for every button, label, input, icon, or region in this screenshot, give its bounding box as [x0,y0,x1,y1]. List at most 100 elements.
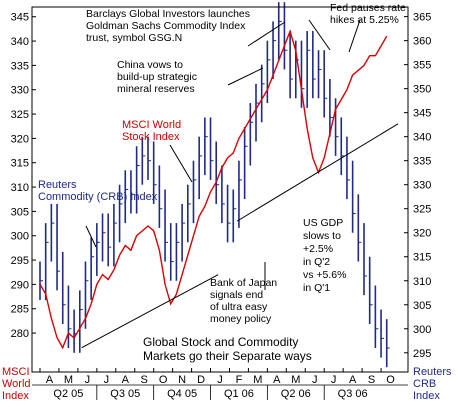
left-tick-label: 335 [11,60,29,72]
right-tick-label: 315 [413,252,431,264]
chart-title: Global Stock and Commodity Markets go the… [143,335,312,363]
x-month-label: A [122,374,130,386]
upper-trend-line [236,123,399,222]
china-pointer [227,67,264,86]
left-tick-label: 300 [11,231,29,243]
x-month-label: D [197,374,205,386]
right-tick-label: 345 [413,108,431,120]
annotation-usgdp: US GDP [303,217,343,229]
x-month-label: M [291,374,300,386]
x-month-label: A [46,374,54,386]
x-month-label: O [386,374,395,386]
crb-bars-group [39,2,390,368]
right-tick-label: 340 [413,132,431,144]
msci-label-pointer [169,144,193,183]
annotation-boj: signals end [210,289,263,301]
annotation-fed: Fed pauses rate [330,2,406,14]
fed-pointer [308,19,331,51]
x-quarter-label: Q3 05 [110,388,140,400]
left-tick-label: 280 [11,328,29,340]
right-tick-label: 355 [413,60,431,72]
annotations-group: Barclays Global Investors launchesGoldma… [38,2,406,363]
x-quarter-label: Q4 05 [167,388,197,400]
right-tick-label: 300 [413,324,431,336]
left-axis-title: MSCI [2,366,30,378]
right-axis-title: CRB [413,378,436,390]
annotation-crb-label: Reuters [38,179,77,191]
crb-label-pointer [85,225,97,248]
annotation-gsg: Goldman Sachs Commodity Index [86,20,246,32]
annotation-gsg: trust, symbol GSG.N [86,32,182,44]
left-tick-label: 345 [11,12,29,24]
right-axis-ticks: 295 300 305 310 315 320 325 330 335 340 345 350 355 3… [404,12,452,402]
annotation-usgdp: +2.5% [303,243,333,255]
annotation-boj: Bank of Japan [210,277,277,289]
x-month-label: J [331,374,337,386]
x-month-label: A [273,374,281,386]
annotation-usgdp: slows to [303,230,341,242]
left-tick-label: 325 [11,109,29,121]
left-tick-label: 285 [11,304,29,316]
annotation-boj: of ultra easy [210,301,268,313]
x-month-label: F [236,374,243,386]
right-tick-label: 330 [413,180,431,192]
annotation-msci-label: MSCI World [122,119,181,131]
annotation-msci-label: Stock Index [122,131,180,143]
left-axis-title: World [2,378,31,390]
x-month-label: J [312,374,318,386]
msci-line [39,29,388,350]
left-tick-label: 295 [11,255,29,267]
right-tick-label: 295 [413,348,431,360]
x-month-label: M [253,374,262,386]
right-tick-label: 310 [413,276,431,288]
annotation-usgdp: in Q'2 [303,256,330,268]
left-axis-title: Index [2,390,29,402]
chart-title-line: Markets go their Separate ways [143,349,312,363]
annotation-china: build-up strategic [117,71,197,83]
series-lines-group [39,29,388,350]
x-axis-ticks: A M J J A S O N D J F M A M J J A S OQ2 05 Q3 05 Q4 05 Q1 06 Q… [39,368,395,400]
x-month-label: J [85,374,91,386]
x-month-label: N [178,374,186,386]
right-axis-title: Reuters [413,366,452,378]
right-tick-label: 360 [413,36,431,48]
annotation-fed: hikes at 5.25% [330,14,399,26]
trend-lines-group [81,123,399,349]
right-tick-label: 350 [413,84,431,96]
gsg-pointer [247,21,286,47]
x-month-label: A [349,374,357,386]
right-tick-label: 365 [413,12,431,24]
right-tick-label: 335 [413,156,431,168]
left-tick-label: 330 [11,85,29,97]
x-month-label: J [217,374,223,386]
left-tick-label: 290 [11,279,29,291]
left-tick-label: 305 [11,206,29,218]
annotation-china: mineral reserves [117,83,195,95]
annotation-boj: money policy [210,313,272,325]
x-quarter-label: Q3 06 [338,388,368,400]
lower-trend-line [81,274,219,349]
x-quarter-label: Q2 05 [53,388,83,400]
x-quarter-label: Q2 06 [281,388,311,400]
left-tick-label: 310 [11,182,29,194]
left-tick-label: 340 [11,36,29,48]
annotation-gsg: Barclays Global Investors launches [86,8,250,20]
annotation-china: China vows to [117,59,183,71]
x-month-label: O [159,374,168,386]
left-tick-label: 315 [11,158,29,170]
x-month-label: S [368,374,375,386]
x-month-label: M [64,374,73,386]
annotation-usgdp: vs +5.6% [303,269,346,281]
plot-frame [31,6,409,373]
annotation-crb-label: Commodity (CRB) Index [38,191,158,203]
x-month-label: J [104,374,110,386]
plot-frame-group [31,6,409,386]
x-month-label: S [141,374,148,386]
x-quarter-label: Q1 06 [224,388,254,400]
right-tick-label: 320 [413,228,431,240]
left-axis-ticks: 280 285 290 295 300 305 310 315 320 325 330 335 340 3… [2,12,36,402]
fed-pointer-2 [348,19,361,53]
annotation-usgdp: in Q'1 [303,282,330,294]
